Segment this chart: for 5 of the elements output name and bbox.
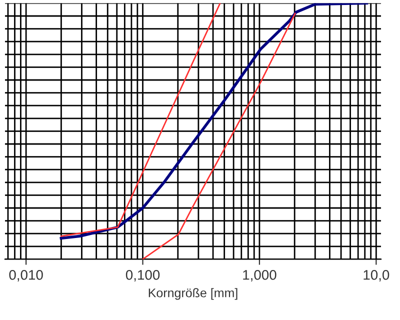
- x-tick-label: 0,010: [9, 270, 43, 282]
- x-tick-label: 1,000: [243, 270, 276, 282]
- x-tick-label: 0,100: [126, 270, 160, 282]
- x-tick-label: 10,0: [364, 270, 390, 282]
- x-axis-title: Korngröße [mm]: [148, 288, 238, 300]
